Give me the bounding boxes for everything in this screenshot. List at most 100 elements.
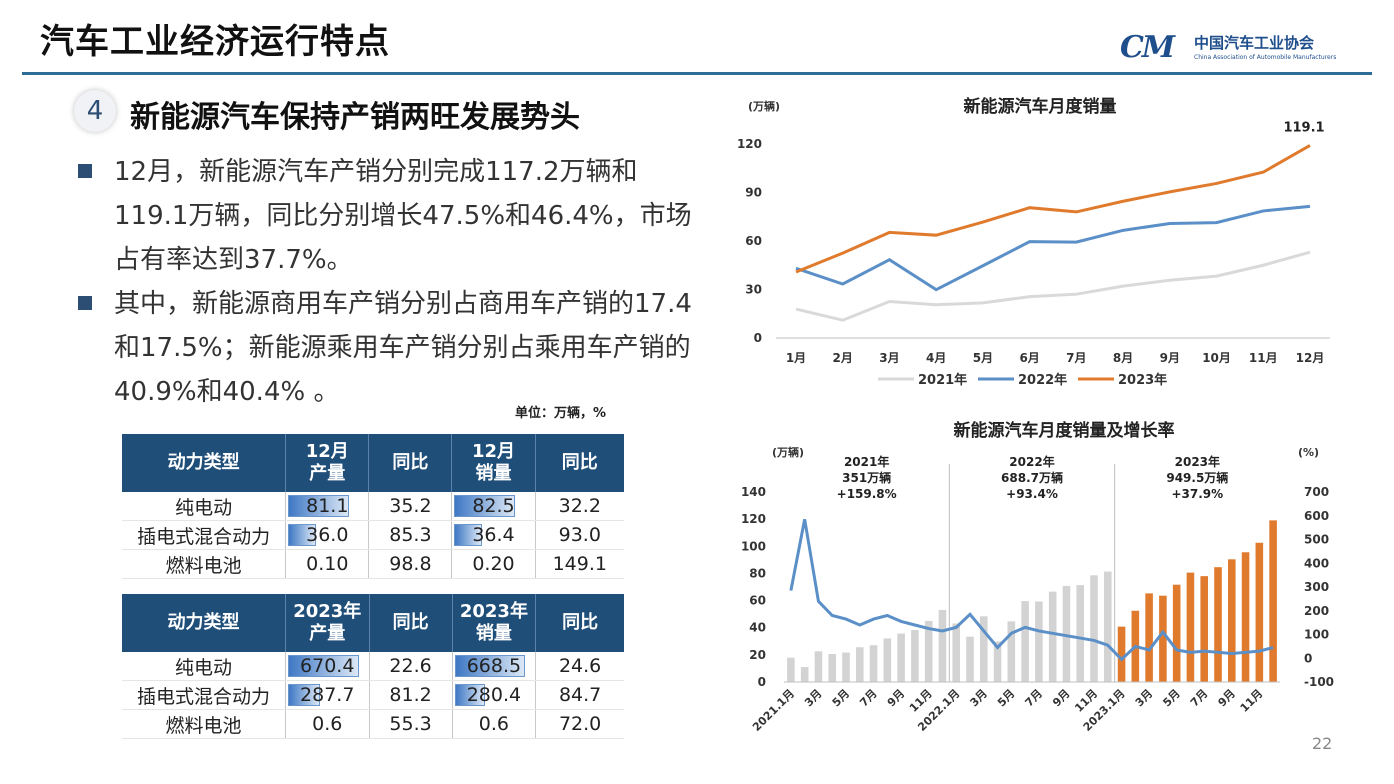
- sales-bar: [1241, 552, 1250, 682]
- table-header-cell: 动力类型: [122, 594, 286, 652]
- cell-value: 纯电动: [174, 656, 232, 679]
- right-y-tick-label: 600: [1304, 509, 1329, 523]
- x-tick-label: 7月: [1023, 687, 1045, 709]
- logo-english-name: China Association of Automobile Manufact…: [1194, 54, 1337, 61]
- data-bar: [454, 684, 486, 706]
- x-tick-label: 5月: [830, 687, 852, 709]
- cell-value: 插电式混合动力: [136, 685, 270, 708]
- right-y-tick-label: 100: [1304, 628, 1329, 642]
- cell-value: 35.2: [389, 495, 432, 517]
- sales-bar: [897, 633, 905, 682]
- right-y-tick-label: 500: [1304, 533, 1329, 547]
- legend-label: 2021年: [918, 372, 967, 388]
- table-cell-type: 插电式混合动力: [122, 680, 286, 710]
- cell-value: 72.0: [558, 713, 602, 735]
- period-total: 949.5万辆: [1166, 470, 1228, 485]
- period-growth: +159.8%: [837, 487, 897, 501]
- table-row: 插电式混合动力 287.7 81.2 280.4 84.7: [122, 680, 624, 710]
- sales-bar: [1090, 575, 1098, 682]
- table-cell-prod: 670.4: [285, 652, 370, 681]
- table-cell-sales-yoy: 149.1: [535, 549, 624, 579]
- left-axis-unit-label: (万辆): [772, 445, 804, 459]
- x-tick-label: 5月: [995, 687, 1017, 709]
- right-axis-unit-label: (%): [1298, 446, 1319, 459]
- association-logo: CM 中国汽车工业协会 China Association of Automob…: [1120, 30, 1350, 70]
- sales-bar: [993, 641, 1002, 682]
- cell-value: 670.4: [300, 655, 355, 677]
- right-y-tick-label: 300: [1304, 580, 1329, 594]
- table-header-cell: 动力类型: [122, 434, 287, 492]
- sales-bar: [1186, 572, 1195, 682]
- sales-bar: [787, 657, 795, 682]
- sales-bar: [966, 636, 974, 682]
- right-y-tick-label: 0: [1304, 651, 1312, 665]
- sales-bar: [924, 620, 933, 682]
- sales-bar: [1007, 621, 1016, 682]
- x-tick-label: 3月: [1133, 687, 1155, 709]
- bullet-square-icon: [78, 164, 92, 178]
- table-row: 插电式混合动力 36.0 85.3 36.4 93.0: [122, 520, 624, 550]
- sales-bar: [1048, 591, 1057, 682]
- chart-title: 新能源汽车月度销量: [964, 96, 1117, 117]
- x-tick-label: 11月: [1238, 687, 1266, 715]
- table-cell-type: 燃料电池: [122, 549, 287, 579]
- cell-value: 36.0: [306, 524, 349, 546]
- series-line-2022年: [795, 204, 1311, 292]
- right-y-tick-label: 400: [1304, 556, 1329, 570]
- x-tick-label: 11月: [1249, 351, 1278, 365]
- chart-title: 新能源汽车月度销量及增长率: [954, 420, 1175, 441]
- page-title: 汽车工业经济运行特点: [40, 22, 390, 62]
- bullet-text: 其中，新能源商用车产销分别占商用车产销的17.4和17.5%；新能源乘用车产销分…: [114, 289, 692, 407]
- cell-value: 55.3: [389, 713, 432, 735]
- sales-bar: [938, 609, 947, 682]
- cell-value: 93.0: [558, 524, 601, 546]
- table-header-cell: 2023年 产量: [285, 594, 370, 652]
- cell-value: 98.8: [389, 553, 432, 575]
- y-tick-label: 0: [754, 331, 762, 345]
- sales-bar: [1255, 542, 1264, 682]
- table-row: 燃料电池 0.6 55.3 0.6 72.0: [122, 709, 624, 739]
- table-cell-prod-yoy: 35.2: [368, 492, 453, 521]
- sales-bar: [814, 651, 823, 682]
- right-y-tick-label: -100: [1304, 675, 1334, 689]
- cell-value: 85.3: [389, 524, 432, 546]
- cell-value: 0.6: [312, 713, 343, 735]
- bullet-item: 12月，新能源汽车产销分别完成117.2万辆和119.1万辆，同比分别增长47.…: [78, 150, 703, 282]
- y-tick-label: 90: [745, 186, 762, 200]
- annual-powertrain-table: 动力类型 2023年 产量 同比 2023年 销量 同比 纯电动 670.4 22.…: [122, 594, 624, 739]
- y-axis-unit-label: (万辆): [748, 99, 780, 113]
- cell-value: 0.6: [478, 713, 509, 735]
- table-cell-sales: 0.6: [452, 709, 537, 739]
- table-cell-prod-yoy: 98.8: [368, 549, 453, 579]
- table-cell-sales: 82.5: [451, 492, 536, 521]
- x-tick-label: 4月: [926, 351, 946, 365]
- data-bar: [287, 655, 359, 677]
- monthly-sales-line-chart: 新能源汽车月度销量 (万辆) 0 30 60 90 120 1月 2月 3月 4月 5月 6月 7月 8月 9…: [737, 96, 1330, 388]
- cell-value: 280.4: [466, 684, 522, 706]
- y-tick-label: 30: [745, 283, 762, 297]
- table-cell-type: 纯电动: [122, 492, 287, 521]
- cell-value: 81.1: [306, 495, 349, 517]
- period-year: 2021年: [844, 454, 889, 469]
- sales-bar: [911, 630, 919, 682]
- x-tick-label: 8月: [1113, 351, 1133, 365]
- x-tick-label: 2月: [833, 351, 853, 365]
- table-cell-sales: 36.4: [451, 520, 536, 550]
- monthly-powertrain-table: 动力类型 12月 产量 同比 12月 销量 同比 纯电动 81.1 35.2 82.5…: [122, 434, 624, 579]
- x-tick-label: 9月: [1050, 687, 1072, 709]
- sales-bar: [1159, 595, 1167, 682]
- bullet-text: 12月，新能源汽车产销分别完成117.2万辆和119.1万辆，同比分别增长47.…: [114, 157, 692, 275]
- growth-rate-line: [789, 519, 1274, 662]
- x-tick-label: 2021.1月: [750, 687, 797, 734]
- x-tick-label: 9月: [885, 687, 907, 709]
- period-growth: +37.9%: [1171, 487, 1223, 501]
- left-y-tick-label: 0: [758, 675, 766, 689]
- table-header-cell: 12月 销量: [451, 434, 536, 492]
- table-row: 纯电动 670.4 22.6 668.5 24.6: [122, 652, 624, 681]
- left-y-tick-label: 20: [749, 648, 766, 662]
- cell-value: 82.5: [472, 495, 515, 517]
- sales-bar: [800, 667, 809, 682]
- data-bar: [454, 495, 515, 517]
- period-growth: +93.4%: [1006, 487, 1058, 501]
- sales-bar: [1103, 571, 1112, 682]
